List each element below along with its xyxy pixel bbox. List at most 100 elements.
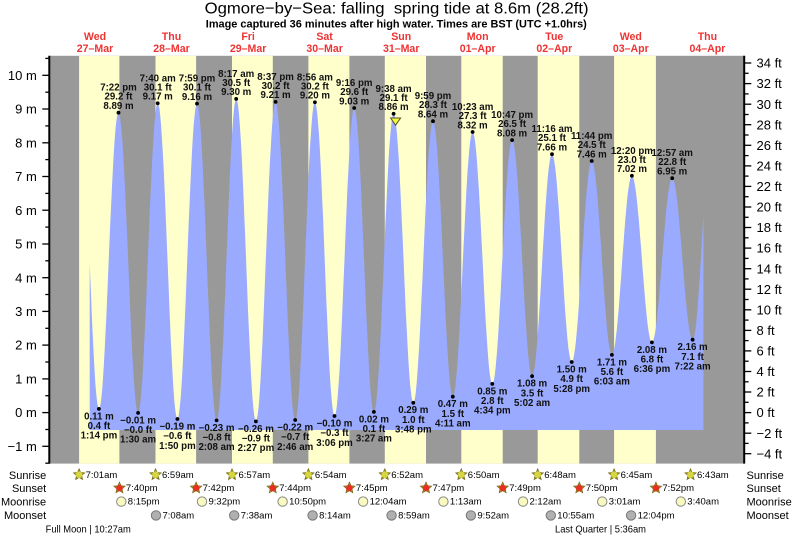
svg-text:6:45am: 6:45am	[621, 470, 653, 481]
svg-text:Full Moon | 10:27am: Full Moon | 10:27am	[46, 525, 131, 536]
svg-text:22 ft: 22 ft	[757, 179, 783, 194]
svg-text:16 ft: 16 ft	[757, 241, 783, 256]
svg-text:9.21 m: 9.21 m	[261, 90, 292, 101]
svg-text:32 ft: 32 ft	[757, 76, 783, 91]
svg-text:31–Mar: 31–Mar	[383, 43, 420, 55]
svg-text:Wed: Wed	[84, 31, 106, 43]
svg-text:12:20 pm: 12:20 pm	[611, 146, 653, 157]
svg-text:14 ft: 14 ft	[757, 261, 783, 276]
svg-text:4 m: 4 m	[15, 270, 37, 285]
svg-text:03–Apr: 03–Apr	[613, 43, 649, 55]
svg-text:−0.0 ft: −0.0 ft	[124, 425, 153, 436]
svg-text:0.02 m: 0.02 m	[359, 414, 390, 425]
svg-text:7:47pm: 7:47pm	[433, 483, 465, 494]
svg-text:1:13am: 1:13am	[450, 497, 482, 508]
svg-text:0 ft: 0 ft	[757, 405, 775, 420]
svg-text:Thu: Thu	[698, 31, 717, 43]
svg-text:04–Apr: 04–Apr	[689, 43, 725, 55]
svg-text:9 m: 9 m	[15, 102, 37, 117]
svg-text:7:49pm: 7:49pm	[509, 483, 541, 494]
svg-text:8 ft: 8 ft	[757, 323, 775, 338]
svg-text:0.11 m: 0.11 m	[84, 411, 114, 422]
svg-text:27.3 ft: 27.3 ft	[459, 111, 488, 122]
svg-text:2 m: 2 m	[15, 338, 37, 353]
svg-text:25.1 ft: 25.1 ft	[538, 133, 567, 144]
svg-text:24 ft: 24 ft	[757, 159, 783, 174]
svg-text:Sunrise: Sunrise	[9, 470, 46, 482]
svg-text:3:06 pm: 3:06 pm	[316, 438, 353, 449]
svg-text:Sunset: Sunset	[747, 483, 781, 495]
svg-text:28–Mar: 28–Mar	[153, 43, 190, 55]
svg-text:6 ft: 6 ft	[757, 344, 775, 359]
svg-text:9.20 m: 9.20 m	[300, 91, 331, 102]
svg-text:3 m: 3 m	[15, 304, 37, 319]
svg-text:7:44pm: 7:44pm	[279, 483, 311, 494]
svg-text:6:59am: 6:59am	[162, 470, 194, 481]
svg-text:7:59 pm: 7:59 pm	[179, 74, 216, 85]
svg-text:7:42pm: 7:42pm	[203, 483, 235, 494]
svg-text:−0.8 ft: −0.8 ft	[202, 433, 231, 444]
svg-text:1.08 m: 1.08 m	[517, 379, 548, 390]
svg-text:2.8 ft: 2.8 ft	[481, 396, 504, 407]
svg-text:10:47 pm: 10:47 pm	[491, 110, 533, 121]
svg-text:9:16 pm: 9:16 pm	[336, 78, 373, 89]
svg-text:−0.7 ft: −0.7 ft	[281, 432, 310, 443]
svg-text:5:02 am: 5:02 am	[514, 398, 550, 409]
svg-text:9.16 m: 9.16 m	[182, 92, 213, 103]
svg-text:30.2 ft: 30.2 ft	[262, 81, 291, 92]
svg-text:30.5 ft: 30.5 ft	[222, 78, 251, 89]
svg-text:30.1 ft: 30.1 ft	[183, 83, 212, 94]
svg-text:3.5 ft: 3.5 ft	[521, 388, 544, 399]
svg-text:11:16 am: 11:16 am	[532, 124, 573, 135]
svg-text:9:52am: 9:52am	[477, 511, 509, 522]
svg-text:02–Apr: 02–Apr	[536, 43, 572, 55]
svg-text:1 m: 1 m	[15, 372, 37, 387]
svg-text:8.86 m: 8.86 m	[379, 102, 410, 113]
svg-text:7:50pm: 7:50pm	[586, 483, 618, 494]
svg-text:9.17 m: 9.17 m	[143, 92, 174, 103]
svg-text:7:45pm: 7:45pm	[356, 483, 388, 494]
svg-text:9:59 pm: 9:59 pm	[415, 91, 452, 102]
svg-text:3:01am: 3:01am	[609, 497, 641, 508]
svg-text:0.47 m: 0.47 m	[438, 399, 469, 410]
svg-text:1.0 ft: 1.0 ft	[402, 415, 425, 426]
svg-text:8:15pm: 8:15pm	[128, 497, 160, 508]
svg-text:9.30 m: 9.30 m	[221, 87, 252, 98]
svg-text:Sat: Sat	[316, 31, 333, 43]
svg-text:6:36 pm: 6:36 pm	[634, 364, 671, 375]
svg-text:−2 ft: −2 ft	[757, 426, 783, 441]
svg-text:2:12am: 2:12am	[530, 497, 562, 508]
svg-text:4 ft: 4 ft	[757, 364, 775, 379]
svg-text:30.2 ft: 30.2 ft	[301, 81, 330, 92]
svg-text:4.9 ft: 4.9 ft	[560, 374, 583, 385]
svg-text:8.32 m: 8.32 m	[458, 120, 489, 131]
svg-text:6.8 ft: 6.8 ft	[641, 355, 664, 366]
svg-text:7:40 am: 7:40 am	[140, 73, 176, 84]
svg-text:10:50pm: 10:50pm	[289, 497, 326, 508]
svg-text:6:52am: 6:52am	[391, 470, 423, 481]
svg-text:−0.01 m: −0.01 m	[120, 415, 156, 426]
svg-text:27–Mar: 27–Mar	[77, 43, 114, 55]
svg-text:−0.26 m: −0.26 m	[238, 424, 274, 435]
svg-text:6 m: 6 m	[15, 203, 37, 218]
svg-text:−0.9 ft: −0.9 ft	[242, 434, 271, 445]
svg-text:Image captured 36 minutes afte: Image captured 36 minutes after high wat…	[206, 18, 587, 30]
svg-text:4:11 am: 4:11 am	[435, 419, 471, 430]
svg-text:8:17 am: 8:17 am	[218, 69, 254, 80]
svg-text:2.16 m: 2.16 m	[678, 342, 709, 353]
svg-text:6:57am: 6:57am	[239, 470, 271, 481]
svg-text:23.0 ft: 23.0 ft	[618, 155, 647, 166]
svg-text:Moonset: Moonset	[747, 510, 789, 522]
svg-text:Sunset: Sunset	[12, 483, 46, 495]
svg-text:24.5 ft: 24.5 ft	[578, 140, 607, 151]
svg-text:8.08 m: 8.08 m	[497, 128, 528, 139]
svg-text:6:43am: 6:43am	[697, 470, 729, 481]
svg-text:Fri: Fri	[241, 31, 255, 43]
svg-text:7:01am: 7:01am	[86, 470, 118, 481]
svg-text:29.6 ft: 29.6 ft	[340, 87, 369, 98]
svg-text:2.08 m: 2.08 m	[637, 345, 668, 356]
svg-text:29–Mar: 29–Mar	[230, 43, 267, 55]
svg-text:7.46 m: 7.46 m	[577, 149, 608, 160]
svg-text:12:04pm: 12:04pm	[638, 511, 675, 522]
svg-text:−0.22 m: −0.22 m	[277, 422, 313, 433]
